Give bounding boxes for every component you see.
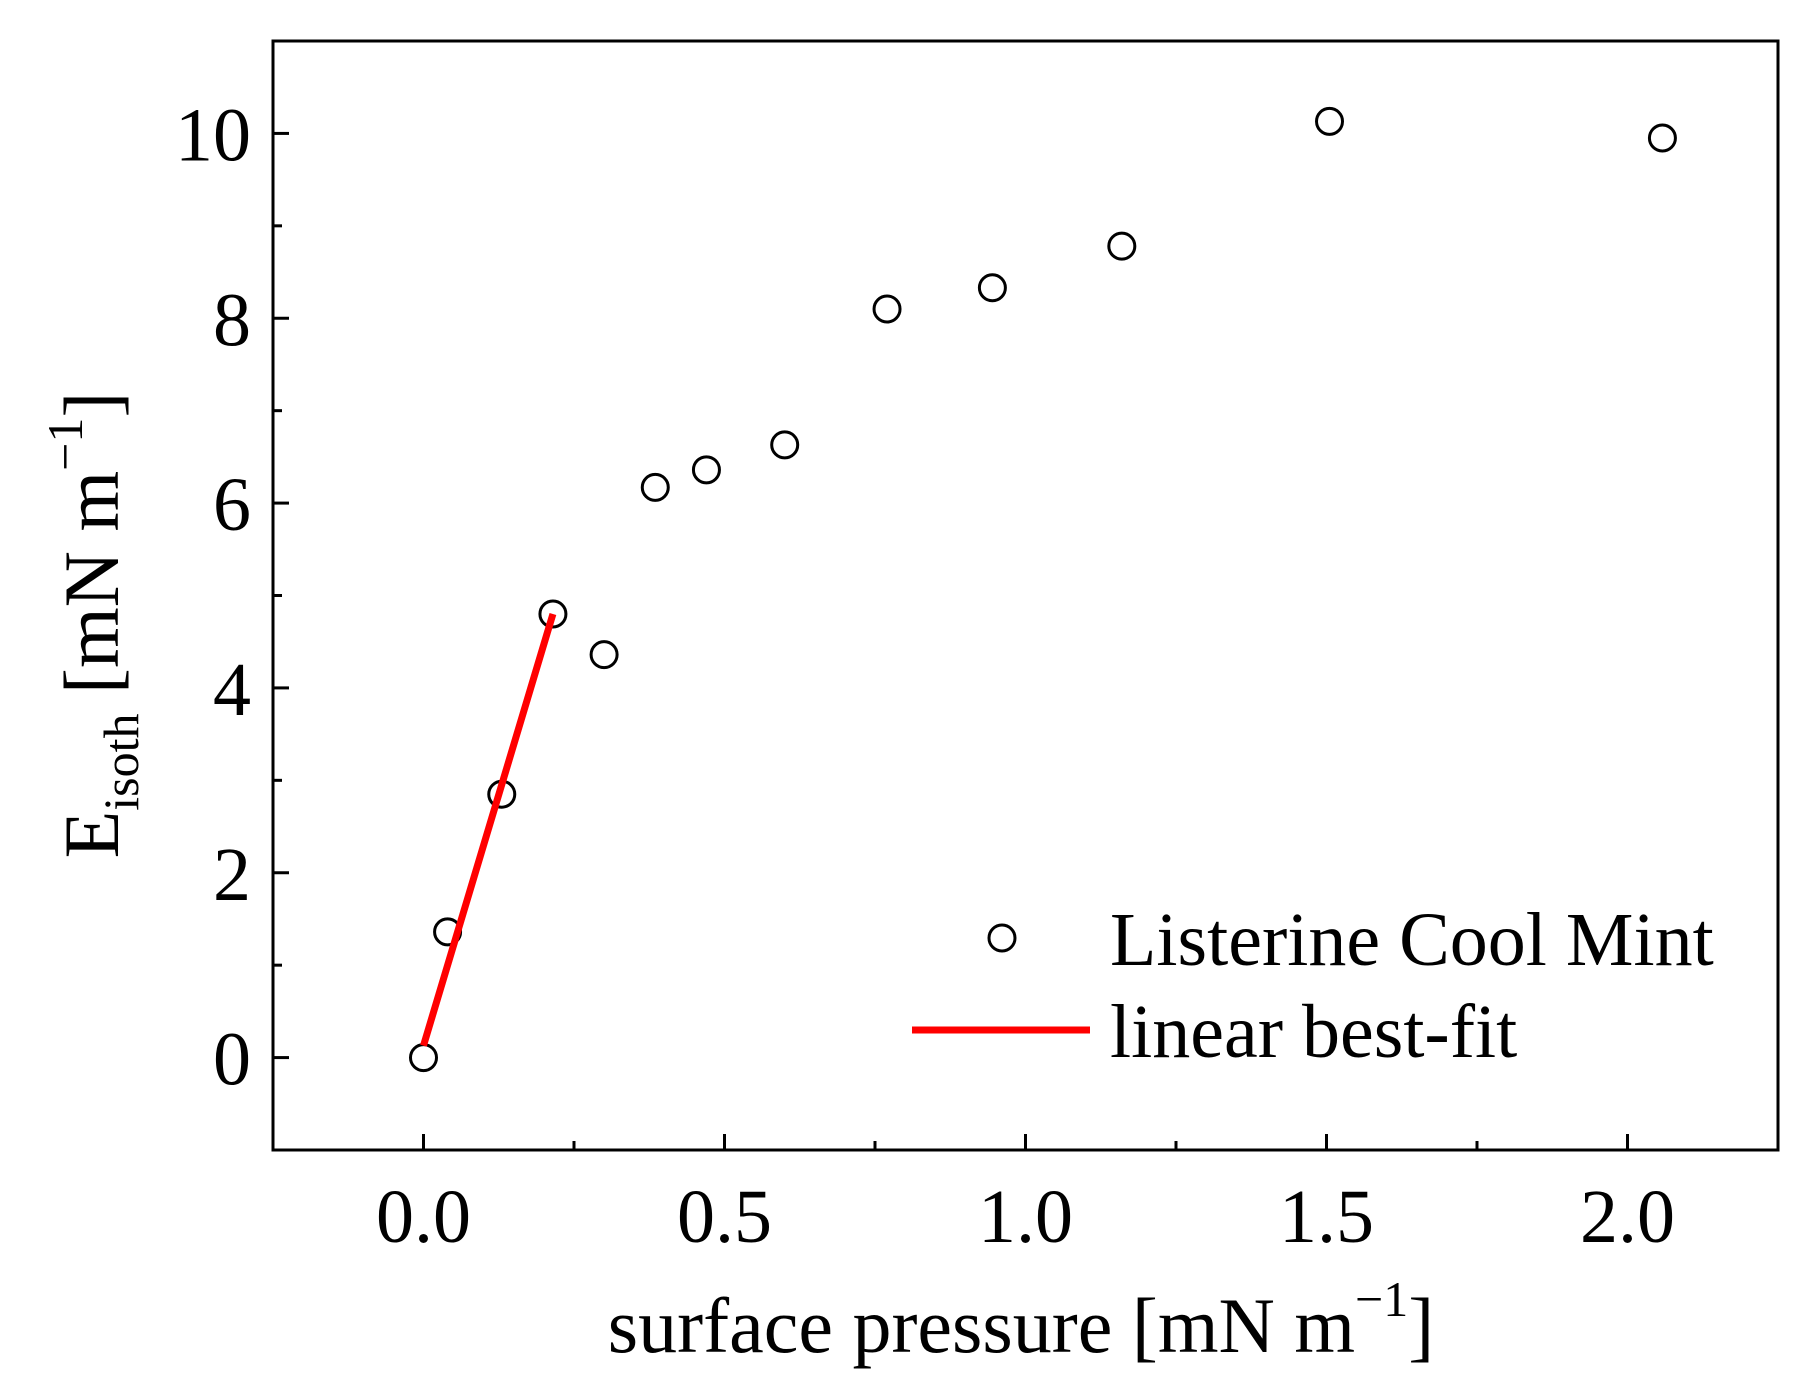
y-axis-label: Eisoth [mN m−1] <box>37 392 149 859</box>
y-axis-label-subscript: isoth <box>93 713 149 810</box>
data-point <box>1315 106 1345 136</box>
data-point <box>589 640 619 670</box>
legend-label-scatter: Listerine Cool Mint <box>1110 898 1714 982</box>
data-point <box>1107 231 1137 261</box>
y-tick-label: 4 <box>213 648 251 732</box>
y-tick-label: 2 <box>213 833 251 917</box>
x-axis-label-bracket: ] <box>1408 1282 1434 1369</box>
plot-frame <box>271 39 1780 1152</box>
y-axis-label-superscript: −1 <box>37 418 93 471</box>
y-axis-label-main: E <box>48 811 135 859</box>
data-point <box>691 455 721 485</box>
data-point <box>538 599 568 629</box>
y-tick-label: 8 <box>213 278 251 362</box>
x-tick-label: 1.5 <box>1279 1175 1374 1259</box>
y-tick-label: 6 <box>213 463 251 547</box>
legend-label-line: linear best-fit <box>1110 990 1517 1074</box>
data-point <box>640 472 670 502</box>
x-axis-label: surface pressure [mN m−1] <box>608 1271 1434 1369</box>
x-axis-label-main: surface pressure [mN m <box>608 1282 1355 1369</box>
y-axis-label-units: [mN m <box>48 471 135 714</box>
legend-marker-scatter <box>987 923 1017 953</box>
x-tick-label: 0.0 <box>376 1175 471 1259</box>
x-axis-label-superscript: −1 <box>1355 1271 1408 1327</box>
x-tick-label: 1.0 <box>978 1175 1073 1259</box>
x-tick-label: 0.5 <box>677 1175 772 1259</box>
y-axis-label-bracket: ] <box>48 392 135 418</box>
data-point <box>770 430 800 460</box>
y-tick-label: 0 <box>213 1018 251 1102</box>
plot-series <box>409 106 1677 1073</box>
y-tick-label: 10 <box>175 93 251 177</box>
data-point <box>977 273 1007 303</box>
data-point <box>1647 123 1677 153</box>
x-tick-label: 2.0 <box>1580 1175 1675 1259</box>
fit-line <box>420 612 557 1047</box>
axis-tick-labels: 0.0 0.5 1.0 1.5 2.0 0 2 4 6 8 10 <box>175 93 1675 1259</box>
data-point <box>872 294 902 324</box>
